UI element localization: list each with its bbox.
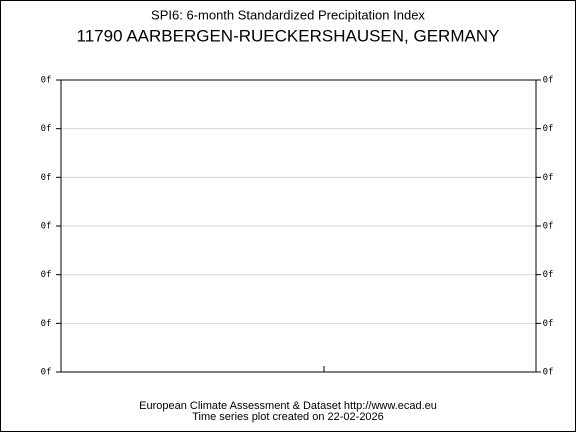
chart-subtitle: 11790 AARBERGEN-RUECKERSHAUSEN, GERMANY (77, 26, 500, 45)
y2-tick-label: 0f (543, 222, 554, 232)
y-tick-label: 0f (41, 270, 52, 280)
y-tick-label: 0f (41, 124, 52, 134)
y2-tick-label: 0f (543, 124, 554, 134)
y-tick-label: 0f (41, 76, 52, 86)
y-tick-label: 0f (41, 368, 52, 378)
y2-tick-label: 0f (543, 173, 554, 183)
footer: European Climate Assessment & Dataset ht… (139, 400, 437, 412)
y2-tick-label: 0f (543, 368, 554, 378)
y-tick-label: 0f (41, 222, 52, 232)
y-tick-label: 0f (41, 173, 52, 183)
plot-area (60, 79, 537, 373)
y2-tick-label: 0f (543, 319, 554, 329)
y2-tick-label: 0f (543, 76, 554, 86)
y2-tick-label: 0f (543, 270, 554, 280)
chart-title: SPI6: 6-month Standardized Precipitation… (151, 7, 425, 22)
footer: Time series plot created on 22-02-2026 (192, 411, 384, 423)
y-tick-label: 0f (41, 319, 52, 329)
